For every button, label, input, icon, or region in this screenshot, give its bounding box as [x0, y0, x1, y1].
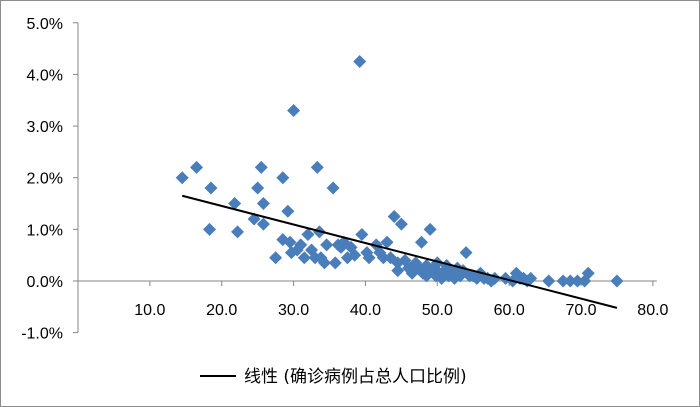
x-tick-label: 10.0: [134, 302, 165, 319]
legend: 线性 (确诊病例占总人口比例): [200, 367, 467, 387]
data-point: [175, 171, 189, 185]
data-point: [376, 251, 390, 265]
trendline: [181, 194, 618, 309]
y-tick-labels: -1.0% 0.0% 1.0% 2.0% 3.0% 4.0% 5.0%: [21, 16, 78, 343]
trendline-group: [181, 194, 618, 309]
data-point: [542, 274, 556, 288]
data-point: [563, 274, 577, 288]
data-point: [231, 225, 245, 239]
x-tick-label: 30.0: [278, 302, 309, 319]
data-point: [430, 256, 444, 270]
data-point: [301, 228, 315, 242]
data-point: [287, 104, 301, 118]
data-point: [328, 256, 342, 270]
data-point: [254, 160, 268, 174]
data-point: [228, 197, 242, 211]
x-tick-label: 80.0: [637, 302, 668, 319]
data-point: [310, 160, 324, 174]
x-tick-label: 70.0: [565, 302, 596, 319]
data-point: [269, 251, 283, 265]
data-point: [256, 197, 270, 211]
y-tick-label: -1.0%: [21, 326, 63, 343]
data-point: [610, 274, 624, 288]
data-point: [305, 243, 319, 257]
data-point: [251, 181, 265, 195]
y-tick-label: 1.0%: [27, 222, 63, 239]
data-point: [294, 238, 308, 252]
y-tick-label: 3.0%: [27, 119, 63, 136]
x-tick-label: 60.0: [494, 302, 525, 319]
data-point: [391, 264, 405, 278]
x-tick-label: 20.0: [206, 302, 237, 319]
data-point: [353, 54, 367, 68]
data-point: [204, 181, 218, 195]
y-tick-label: 4.0%: [27, 67, 63, 84]
x-tick-label: 50.0: [422, 302, 453, 319]
data-point: [394, 217, 408, 231]
data-point: [203, 222, 217, 236]
data-point: [556, 274, 570, 288]
data-point: [524, 271, 538, 285]
data-point: [276, 171, 290, 185]
y-tick-label: 0.0%: [27, 274, 63, 291]
data-point: [459, 246, 473, 260]
data-point: [190, 160, 204, 174]
data-point: [326, 181, 340, 195]
data-point: [348, 248, 362, 262]
data-point: [387, 209, 401, 223]
data-point: [256, 217, 270, 231]
data-point: [362, 251, 376, 265]
data-point: [581, 266, 595, 280]
y-tick-label: 2.0%: [27, 171, 63, 188]
data-point: [283, 235, 297, 249]
data-point: [320, 238, 334, 252]
data-point: [380, 235, 394, 249]
x-tick-label: 40.0: [350, 302, 381, 319]
data-point: [317, 256, 331, 270]
data-point: [297, 251, 311, 265]
data-point: [570, 274, 584, 288]
x-tick-labels: 10.0 20.0 30.0 40.0 50.0 60.0 70.0 80.0: [134, 281, 669, 319]
data-point: [423, 222, 437, 236]
data-points: [175, 54, 624, 288]
data-point: [281, 204, 295, 218]
legend-trendline-label: 线性 (确诊病例占总人口比例): [244, 367, 467, 387]
data-point: [414, 235, 428, 249]
y-tick-label: 5.0%: [27, 16, 63, 33]
data-point: [355, 228, 369, 242]
